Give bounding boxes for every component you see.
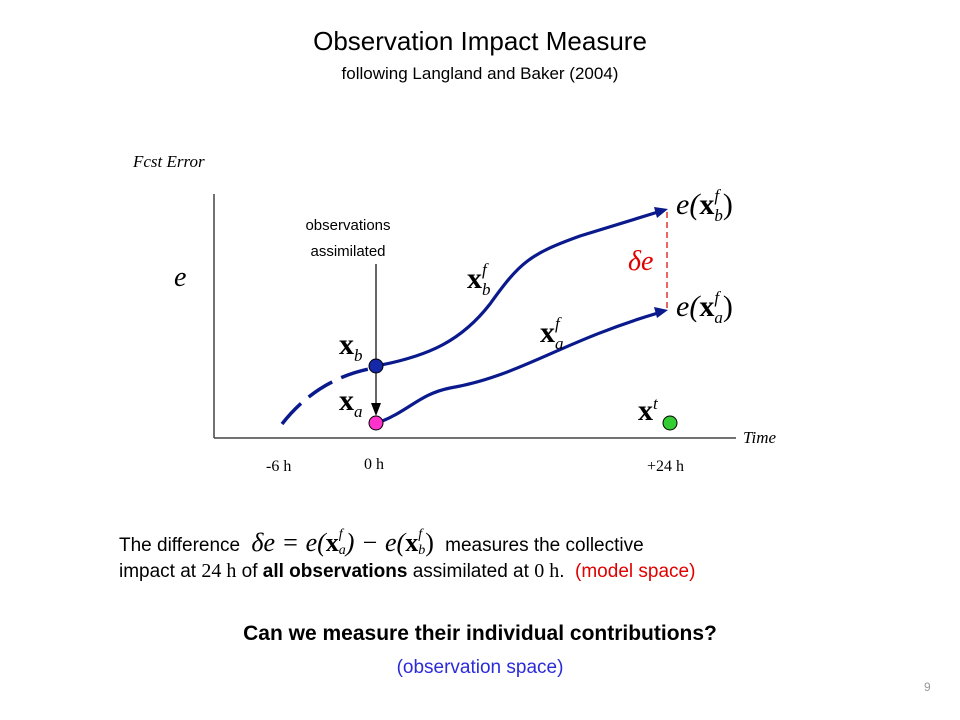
observations-label: observations assimilated — [305, 217, 391, 260]
tick-24h: +24 h — [647, 458, 685, 475]
background-forecast-dashed — [280, 366, 375, 426]
assimilation-arrowhead — [371, 403, 381, 416]
slide-title: Observation Impact Measure — [313, 26, 647, 56]
label-xt: xt — [638, 394, 658, 427]
label-xa: xa — [339, 384, 363, 421]
analysis-trajectory — [379, 311, 659, 424]
label-e-xbf: e(x f b) — [676, 186, 733, 225]
explanation-line-2: impact at 24 h of all observations assim… — [119, 560, 696, 582]
xb-point — [368, 358, 384, 374]
y-symbol-e: e — [174, 262, 187, 293]
analysis-arrowhead — [654, 307, 668, 318]
y-axis-label: Fcst Error — [133, 152, 205, 171]
slide-subtitle: following Langland and Baker (2004) — [341, 64, 619, 83]
xa-point — [368, 415, 384, 431]
model-space-note: (model space) — [575, 561, 696, 582]
question-heading: Can we measure their individual contribu… — [243, 622, 717, 645]
tick-minus-6h: -6 h — [266, 458, 292, 475]
xt-point — [662, 415, 678, 431]
delta-e-equation: δe = e(x f a) − e(x f b) — [251, 527, 434, 558]
x-axis-label: Time — [743, 428, 777, 447]
background-arrowhead — [654, 207, 668, 218]
label-xb: xb — [339, 328, 363, 365]
label-e-xaf: e(x f a) — [676, 288, 733, 327]
label-delta-e: δe — [628, 246, 654, 277]
explanation-line-1: The difference δe = e(x f a) − e(x f b) meas… — [119, 527, 644, 558]
tick-0h: 0 h — [364, 456, 384, 473]
observation-space-note: (observation space) — [396, 657, 564, 678]
background-trajectory — [375, 210, 659, 368]
page-number: 9 — [924, 680, 931, 694]
